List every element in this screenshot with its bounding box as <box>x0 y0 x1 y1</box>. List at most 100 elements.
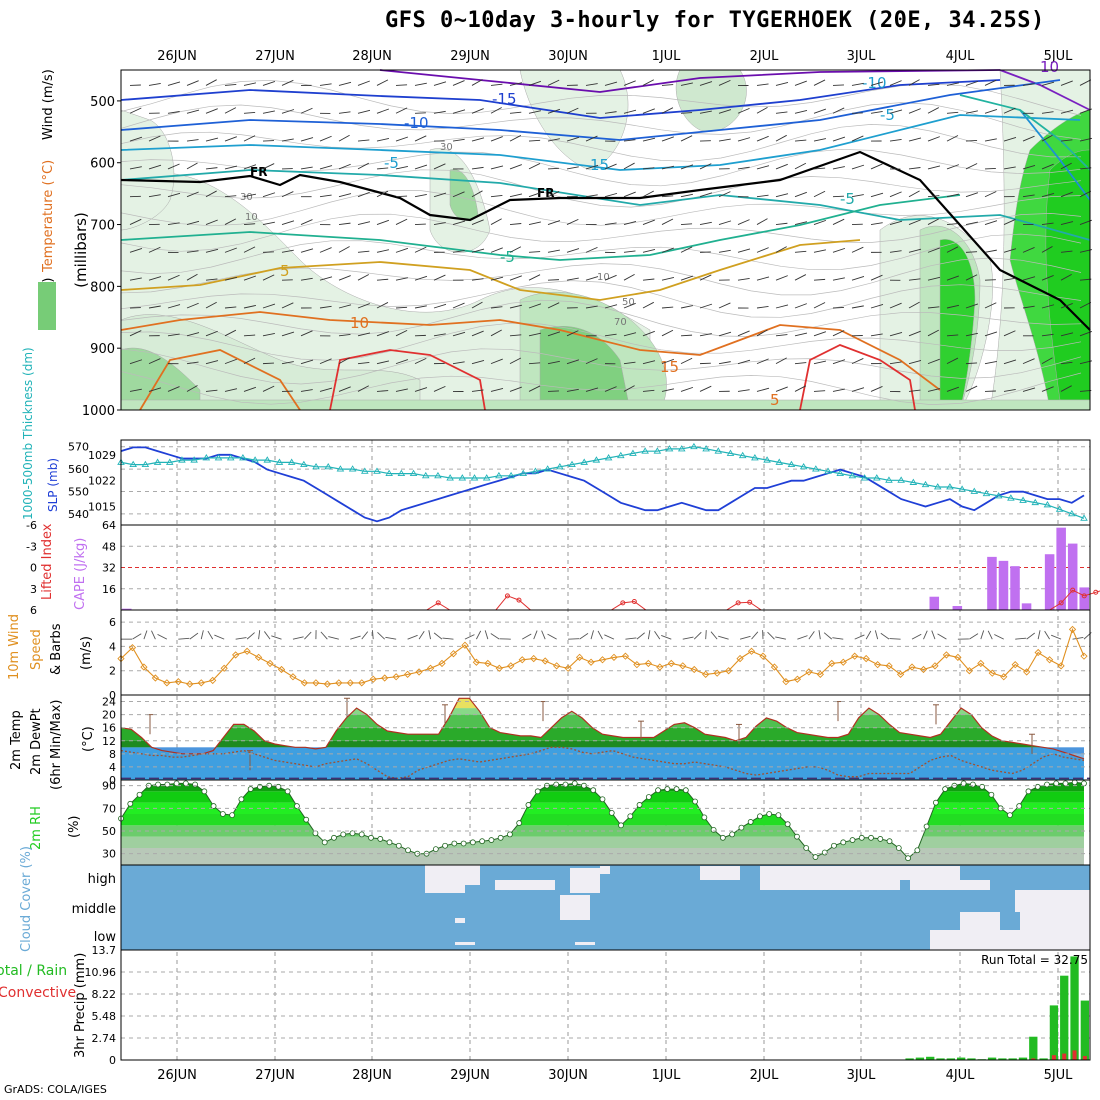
thickness-point <box>897 476 905 483</box>
temp-axis-label: 2m DewPt <box>29 708 44 775</box>
wind-barb <box>262 303 276 309</box>
rh-axis-label: (%) <box>67 816 82 839</box>
pressure-tick-label: 1000 <box>82 404 115 419</box>
wind-speed-point <box>300 679 309 687</box>
wind-barb <box>794 110 808 114</box>
rh-point <box>710 826 717 833</box>
wind10-barb <box>987 630 993 640</box>
wind-barb <box>452 331 466 337</box>
cloud-clear-cell <box>455 942 475 945</box>
wind-speed-point <box>266 659 274 668</box>
wind-barb <box>946 193 960 198</box>
wind-barb <box>319 247 332 253</box>
precip-axis-label: 3hr Precip (mm) <box>73 953 88 1058</box>
rh-tick-label: 30 <box>102 848 116 861</box>
wind10-barb <box>407 634 418 640</box>
rh-contour-label: 10 <box>597 272 610 283</box>
wind-barb <box>262 140 274 142</box>
thickness-point <box>933 483 942 490</box>
wind-barb <box>319 83 332 86</box>
wind-barb <box>1003 136 1017 142</box>
rh-blob <box>519 69 629 171</box>
rh-point <box>877 836 884 842</box>
thickness-point <box>1043 500 1052 508</box>
wind10-barb <box>969 633 979 640</box>
cape-bar <box>998 560 1009 610</box>
rh-contour <box>120 124 1082 162</box>
rh-point <box>942 786 949 792</box>
wind-barb <box>376 302 389 309</box>
wind-barb <box>661 358 675 365</box>
wind-barb <box>661 165 675 170</box>
thickness-point <box>665 445 674 452</box>
wind-tick-label: 0 <box>109 689 116 702</box>
wind-barb <box>338 275 351 281</box>
rh-point <box>1062 780 1069 787</box>
wind-barb <box>775 304 789 309</box>
cloud-clear-cell <box>910 880 990 890</box>
lifted-index-point <box>504 593 510 599</box>
wind-barb <box>243 164 257 170</box>
wind-barb <box>471 301 483 309</box>
wind-speed-point <box>759 652 767 660</box>
wind10-barb <box>705 630 707 640</box>
wind-barb <box>300 219 313 225</box>
wind-barb <box>186 385 198 392</box>
wind-barb <box>319 358 332 365</box>
thickness-point <box>641 447 649 454</box>
top-day-label: 5JUL <box>1044 49 1074 64</box>
wind10-barb <box>350 635 361 640</box>
wind-barb <box>794 274 807 281</box>
wind-barb <box>243 304 257 309</box>
wind-barb <box>319 276 333 281</box>
wind-barb <box>471 79 483 86</box>
wind-barb <box>547 302 560 309</box>
wind-barb <box>566 248 580 253</box>
wind-barb <box>224 276 238 281</box>
wind-barb <box>623 332 637 337</box>
thickness-point <box>775 458 784 465</box>
wind-barb <box>1022 165 1036 170</box>
wind-barb <box>908 190 920 198</box>
wind-barb <box>395 277 408 281</box>
wind-speed-point <box>335 679 343 687</box>
wind-barb <box>129 218 142 225</box>
wind-barb <box>737 166 750 170</box>
wind-barb <box>433 303 447 309</box>
wind10-barb <box>604 634 615 640</box>
wind-barb <box>661 195 674 198</box>
precip-tick-label: 5.48 <box>92 1010 117 1023</box>
thickness-point <box>287 458 296 465</box>
wind-speed-point <box>713 669 721 677</box>
wind-barb <box>927 306 940 309</box>
rh-contour <box>120 322 1082 361</box>
wind-barb <box>262 333 275 337</box>
wind-barb <box>680 386 694 392</box>
wind-barb <box>243 386 257 392</box>
wind-barb <box>186 332 200 337</box>
wind10-barb <box>1015 637 1027 640</box>
wind-barb <box>775 134 787 142</box>
wind-barb <box>528 80 542 86</box>
wind-barb <box>718 109 732 114</box>
wind-barb <box>585 83 598 86</box>
cloud-clear-cell <box>495 880 555 890</box>
rh-point <box>331 834 337 841</box>
wind-barb <box>186 139 199 142</box>
wind-barb <box>148 387 162 392</box>
wind-speed-point <box>575 653 584 661</box>
wind-barb <box>965 163 978 170</box>
wind-barb <box>167 192 181 198</box>
temp-tick-label: 20 <box>102 709 116 722</box>
wind-barb <box>509 82 523 86</box>
wind10-barb <box>597 630 603 640</box>
wind-barb <box>528 163 541 170</box>
rh-point <box>127 800 134 807</box>
wind-barb <box>205 190 217 198</box>
wind-barb <box>528 139 541 142</box>
wind-barb <box>642 219 655 225</box>
rh-point <box>794 833 800 840</box>
rh-point <box>1034 783 1041 790</box>
wind-barb <box>1041 193 1055 198</box>
wind-barb <box>775 246 787 253</box>
